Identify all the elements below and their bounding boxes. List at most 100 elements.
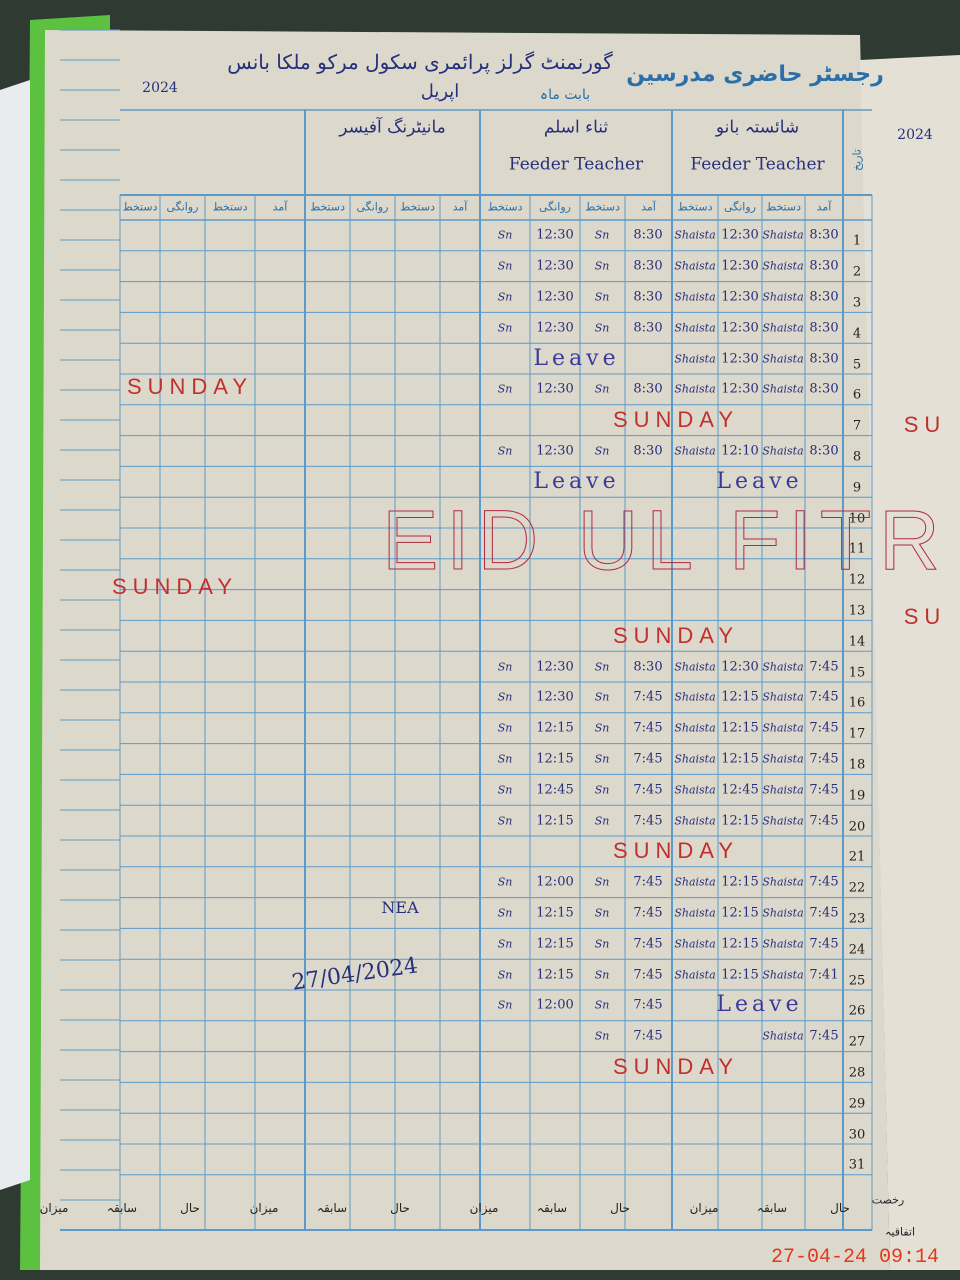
time: 12:15 bbox=[721, 689, 759, 705]
teacher-role: Feeder Teacher bbox=[690, 154, 825, 175]
signature: Shaista bbox=[762, 382, 804, 396]
sunday-note: SUNDAY bbox=[612, 622, 740, 648]
sunday-note: SUNDAY bbox=[612, 1054, 740, 1079]
column-header: روانگی bbox=[724, 200, 756, 214]
day-number: 13 bbox=[848, 603, 866, 619]
signature: Sn bbox=[594, 690, 610, 704]
time: 12:15 bbox=[536, 967, 574, 983]
signature: Shaista bbox=[762, 660, 804, 674]
signature: Sn bbox=[497, 690, 513, 704]
signature: Shaista bbox=[762, 814, 804, 828]
signature: Sn bbox=[594, 998, 610, 1012]
time: 7:45 bbox=[633, 782, 663, 798]
day-number: 28 bbox=[848, 1065, 866, 1081]
date-header: تاریخ bbox=[850, 149, 864, 171]
time: 7:41 bbox=[809, 967, 839, 983]
signature: Sn bbox=[497, 875, 513, 889]
signature: Sn bbox=[497, 906, 513, 920]
signature: Sn bbox=[594, 382, 610, 396]
time: 7:45 bbox=[809, 720, 839, 736]
signature: Shaista bbox=[762, 228, 804, 242]
right-page-year: 2024 bbox=[897, 127, 933, 143]
time: 12:30 bbox=[721, 659, 759, 675]
column-header: دستخط bbox=[310, 200, 345, 214]
signature: Shaista bbox=[762, 875, 804, 889]
time: 7:45 bbox=[809, 1028, 839, 1044]
signature: Sn bbox=[497, 721, 513, 735]
column-header: دستخط bbox=[212, 200, 248, 214]
signature: Sn bbox=[497, 228, 513, 242]
register-title: رجسٹر حاضری مدرسین bbox=[626, 62, 884, 87]
signature: Sn bbox=[594, 906, 610, 920]
sunday-note: SU bbox=[903, 604, 947, 629]
column-header: آمد bbox=[816, 200, 832, 214]
time: 8:30 bbox=[633, 381, 663, 397]
signature: Shaista bbox=[674, 382, 716, 396]
time: 8:30 bbox=[633, 227, 663, 243]
time: 7:45 bbox=[633, 1028, 663, 1044]
time: 8:30 bbox=[809, 351, 839, 367]
signature: Sn bbox=[594, 875, 610, 889]
time: 12:00 bbox=[536, 874, 574, 890]
time: 12:15 bbox=[721, 720, 759, 736]
day-number: 20 bbox=[848, 819, 866, 835]
day-number: 9 bbox=[852, 480, 862, 496]
leave-note: Leave bbox=[533, 468, 620, 494]
time: 8:30 bbox=[809, 381, 839, 397]
day-number: 19 bbox=[848, 788, 866, 804]
time: 7:45 bbox=[809, 659, 839, 675]
teacher-role: Feeder Teacher bbox=[508, 154, 644, 175]
teacher-name: ثناء اسلم bbox=[543, 117, 609, 138]
signature: Shaista bbox=[762, 690, 804, 704]
time: 7:45 bbox=[633, 720, 663, 736]
signature: Sn bbox=[594, 937, 610, 951]
column-header: دستخط bbox=[585, 200, 620, 214]
time: 7:45 bbox=[809, 689, 839, 705]
month: اپریل bbox=[420, 81, 460, 102]
signature: Shaista bbox=[674, 228, 716, 242]
day-number: 27 bbox=[848, 1034, 866, 1050]
time: 8:30 bbox=[809, 443, 839, 459]
time: 8:30 bbox=[633, 289, 663, 305]
time: 12:30 bbox=[721, 289, 759, 305]
time: 12:15 bbox=[721, 751, 759, 767]
time: 8:30 bbox=[809, 258, 839, 274]
signature: Sn bbox=[497, 814, 513, 828]
time: 8:30 bbox=[809, 320, 839, 336]
time: 8:30 bbox=[809, 227, 839, 243]
day-number: 1 bbox=[852, 233, 862, 249]
day-number: 17 bbox=[848, 726, 866, 742]
signature: Shaista bbox=[762, 721, 804, 735]
signature: Shaista bbox=[762, 937, 804, 951]
signature: Sn bbox=[594, 968, 610, 982]
time: 7:45 bbox=[633, 751, 663, 767]
signature: Sn bbox=[497, 783, 513, 797]
signature: Shaista bbox=[762, 783, 804, 797]
time: 7:45 bbox=[809, 751, 839, 767]
footer-label: میزان bbox=[249, 1201, 279, 1215]
footer-label: سابقہ bbox=[756, 1201, 788, 1215]
day-number: 7 bbox=[852, 418, 862, 434]
time: 12:15 bbox=[721, 813, 759, 829]
signature: Shaista bbox=[674, 968, 716, 982]
signature: Sn bbox=[497, 259, 513, 273]
time: 7:45 bbox=[809, 813, 839, 829]
day-number: 31 bbox=[848, 1157, 866, 1173]
time: 12:10 bbox=[721, 443, 759, 459]
time: 12:30 bbox=[721, 351, 759, 367]
time: 12:30 bbox=[536, 443, 574, 459]
signature: Sn bbox=[497, 660, 513, 674]
time: 12:30 bbox=[721, 381, 759, 397]
signature: Sn bbox=[497, 321, 513, 335]
signature: Shaista bbox=[762, 968, 804, 982]
signature: Sn bbox=[497, 968, 513, 982]
leave-note: Leave bbox=[533, 345, 620, 371]
signature: Sn bbox=[497, 382, 513, 396]
footer-label: حال bbox=[180, 1201, 200, 1215]
signature: Sn bbox=[594, 721, 610, 735]
teacher-name: شائستہ بانو bbox=[715, 117, 800, 138]
column-header: روانگی bbox=[539, 200, 571, 214]
signature: Shaista bbox=[674, 814, 716, 828]
